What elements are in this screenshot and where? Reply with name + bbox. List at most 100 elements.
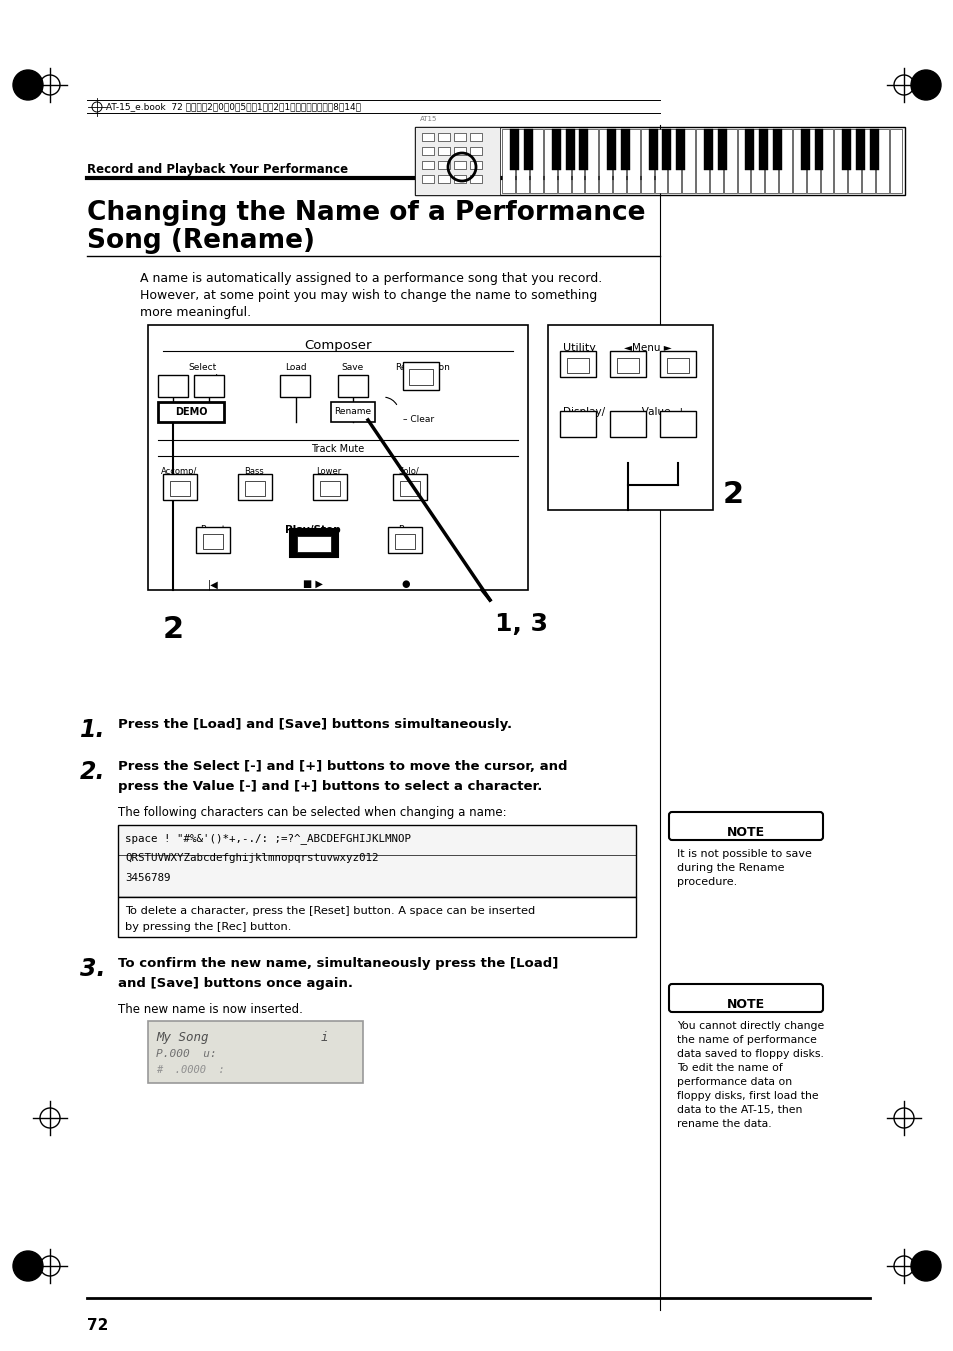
Bar — [717, 130, 726, 170]
Bar — [609, 411, 645, 436]
Text: –: – — [172, 373, 177, 382]
Text: Rename: Rename — [335, 408, 371, 416]
Bar — [547, 326, 712, 509]
Text: Solo/
Upper: Solo/ Upper — [395, 467, 421, 486]
Bar — [516, 128, 529, 193]
Text: DEMO: DEMO — [174, 407, 207, 417]
Bar — [203, 534, 223, 549]
Text: NOTE: NOTE — [726, 998, 764, 1011]
Bar — [399, 481, 419, 496]
Text: 2: 2 — [162, 615, 183, 644]
Text: 1, 3: 1, 3 — [495, 612, 547, 636]
Bar — [648, 130, 657, 170]
Bar — [409, 369, 433, 385]
Bar — [319, 481, 339, 496]
Bar — [606, 130, 616, 170]
Text: performance data on: performance data on — [677, 1077, 791, 1088]
Bar — [118, 825, 636, 897]
Bar — [558, 128, 570, 193]
Bar — [889, 128, 902, 193]
Bar — [764, 128, 778, 193]
Bar — [609, 351, 645, 377]
FancyBboxPatch shape — [668, 984, 822, 1012]
FancyBboxPatch shape — [668, 812, 822, 840]
Bar — [402, 362, 438, 390]
Bar — [543, 128, 557, 193]
Text: Changing the Name of a Performance: Changing the Name of a Performance — [87, 200, 645, 226]
Text: AT15: AT15 — [419, 116, 436, 122]
Bar — [530, 128, 542, 193]
Text: To edit the name of: To edit the name of — [677, 1063, 781, 1073]
Bar — [245, 481, 265, 496]
Bar — [869, 130, 878, 170]
Bar — [661, 130, 671, 170]
Text: AT-15_e.book  72 ページ　2　0　0　5年　1月　2　1日　金曜日　午後8時14分: AT-15_e.book 72 ページ 2 0 0 5年 1月 2 1日 金曜日… — [106, 103, 360, 112]
Text: Registration: Registration — [395, 363, 450, 372]
Bar — [454, 161, 465, 169]
Bar — [470, 161, 481, 169]
Text: data saved to floppy disks.: data saved to floppy disks. — [677, 1048, 823, 1059]
Bar — [421, 176, 434, 182]
Text: #  .0000  :: # .0000 : — [156, 1065, 225, 1075]
Text: Rec: Rec — [397, 526, 414, 534]
Text: Lower: Lower — [316, 467, 341, 476]
Text: Song (Rename): Song (Rename) — [87, 228, 314, 254]
Bar — [723, 128, 736, 193]
Bar — [437, 176, 450, 182]
Bar — [195, 527, 230, 553]
Bar — [875, 128, 888, 193]
Text: However, at some point you may wish to change the name to something: However, at some point you may wish to c… — [140, 289, 597, 303]
Text: 2.: 2. — [79, 761, 105, 784]
Text: Reset: Reset — [200, 526, 226, 534]
Bar — [855, 130, 864, 170]
Bar — [313, 474, 347, 500]
Bar — [640, 128, 653, 193]
Text: 3456789: 3456789 — [125, 873, 171, 884]
Circle shape — [13, 70, 43, 100]
Bar — [337, 376, 368, 397]
Text: by pressing the [Rec] button.: by pressing the [Rec] button. — [125, 921, 291, 932]
Bar — [620, 130, 629, 170]
Text: To confirm the new name, simultaneously press the [Load]: To confirm the new name, simultaneously … — [118, 957, 558, 970]
Bar — [565, 130, 574, 170]
Bar — [681, 128, 695, 193]
Text: Save: Save — [341, 363, 364, 372]
Bar — [237, 474, 272, 500]
Bar — [571, 128, 584, 193]
Bar — [158, 376, 188, 397]
Text: – Clear: – Clear — [402, 415, 434, 424]
Bar — [585, 128, 598, 193]
Bar — [296, 536, 331, 553]
Bar — [744, 130, 754, 170]
Bar — [470, 147, 481, 155]
Text: during the Rename: during the Rename — [677, 863, 783, 873]
Bar — [437, 132, 450, 141]
Bar — [626, 128, 639, 193]
Bar — [559, 411, 596, 436]
Text: A name is automatically assigned to a performance song that you record.: A name is automatically assigned to a pe… — [140, 272, 601, 285]
Bar — [676, 130, 684, 170]
Bar — [559, 351, 596, 377]
Bar — [395, 534, 415, 549]
Bar — [551, 130, 560, 170]
Bar — [578, 130, 588, 170]
Text: 72: 72 — [87, 1319, 109, 1333]
Bar — [510, 130, 518, 170]
Bar — [613, 128, 625, 193]
Bar — [772, 130, 781, 170]
Text: My Song               i: My Song i — [156, 1031, 328, 1044]
Text: rename the data.: rename the data. — [677, 1119, 771, 1129]
Text: |◀: |◀ — [208, 580, 218, 589]
Bar — [806, 128, 819, 193]
Text: Press the Select [-] and [+] buttons to move the cursor, and: Press the Select [-] and [+] buttons to … — [118, 761, 567, 773]
Text: more meaningful.: more meaningful. — [140, 305, 251, 319]
Bar — [437, 147, 450, 155]
Bar — [751, 128, 763, 193]
Bar — [834, 128, 846, 193]
Text: The following characters can be selected when changing a name:: The following characters can be selected… — [118, 807, 506, 819]
Text: 3.: 3. — [79, 957, 105, 981]
Text: 1.: 1. — [79, 717, 105, 742]
Bar — [759, 130, 767, 170]
Bar — [792, 128, 805, 193]
Bar — [158, 403, 224, 422]
